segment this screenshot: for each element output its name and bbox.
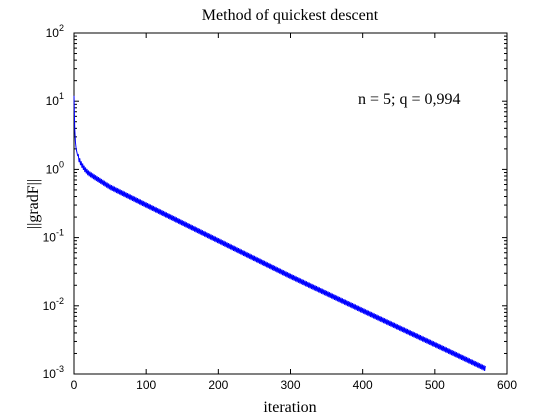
y-tick-base: 10 (46, 26, 60, 40)
y-tick-exponent: -3 (56, 364, 64, 374)
y-tick-base: 10 (43, 231, 57, 245)
x-tick-label: 400 (353, 378, 373, 392)
y-tick-exponent: 1 (59, 91, 64, 101)
y-tick-label: 101 (46, 91, 64, 108)
y-tick-base: 10 (46, 94, 60, 108)
y-tick-label: 100 (46, 159, 64, 176)
y-tick-label: 10-3 (43, 364, 64, 381)
x-tick-label: 500 (425, 378, 445, 392)
y-tick-label: 10-2 (43, 296, 64, 313)
plot-area (73, 32, 508, 375)
x-tick-label: 200 (208, 378, 228, 392)
y-tick-exponent: -2 (56, 296, 64, 306)
y-tick-exponent: 0 (59, 159, 64, 169)
y-axis-label: ||gradF|| (25, 179, 42, 229)
y-tick-base: 10 (46, 162, 60, 176)
y-tick-base: 10 (43, 367, 57, 381)
chart-title: Method of quickest descent (202, 7, 379, 24)
x-axis-label: iteration (263, 399, 316, 416)
x-tick-label: 300 (280, 378, 300, 392)
x-tick-label: 600 (497, 378, 517, 392)
series-line (73, 95, 486, 372)
y-tick-base: 10 (43, 299, 57, 313)
x-axis: 0 100 200 300 400 500 600 (71, 33, 517, 392)
y-tick-exponent: -1 (56, 228, 64, 238)
y-tick-exponent: 2 (59, 23, 64, 33)
x-tick-label: 0 (71, 378, 78, 392)
y-tick-label: 10-1 (43, 228, 64, 245)
x-tick-label: 100 (136, 378, 156, 392)
y-tick-label: 102 (46, 23, 64, 40)
annotation: n = 5; q = 0,994 (358, 91, 461, 108)
